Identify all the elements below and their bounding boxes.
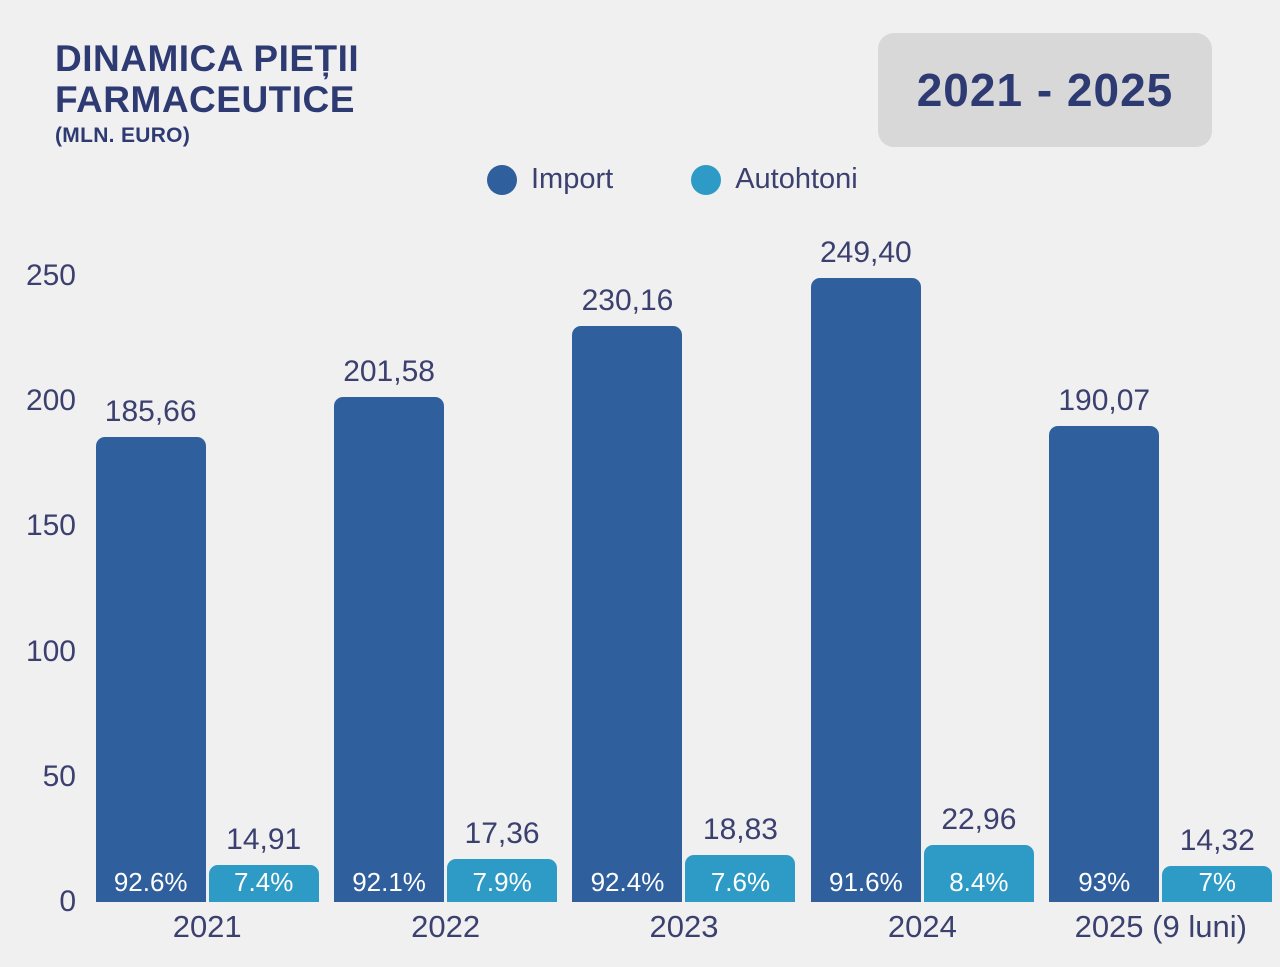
autohtoni-value-label-2022: 17,36 [464,816,540,850]
import-percent-label-2022: 92.1% [352,867,426,897]
x-axis-label-2022: 2022 [411,909,481,944]
legend-item-import: Import [487,163,613,196]
autohtoni-percent-label-2022: 7.9% [472,867,532,897]
import-bar-column: 230,16 92.4% [572,283,683,902]
autohtoni-bar-2025-9-luni: 7% [1162,866,1273,902]
import-bar-2022: 92.1% [334,397,445,902]
legend-item-autohtoni: Autohtoni [691,163,858,196]
import-value-label-2023: 230,16 [581,283,674,317]
page-title: DINAMICA PIEȚII FARMACEUTICE (MLN. EURO) [55,38,359,147]
page-title-line1: DINAMICA PIEȚII [55,38,360,79]
bar-chart: 185,66 92.6% 14,91 7.4% 2021 201,58 92.1% 17,36… [88,230,1280,945]
chart-legend: Import Autohtoni [487,163,858,196]
bar-pair-2024: 249,40 91.6% 22,96 8.4% [810,230,1034,902]
autohtoni-value-label-2024: 22,96 [941,802,1017,836]
autohtoni-value-label-2025-9-luni: 14,32 [1179,824,1255,858]
autohtoni-bar-2021: 7.4% [208,864,319,902]
y-axis-tick-100: 100 [25,634,76,668]
y-axis-tick-0: 0 [59,885,76,918]
legend-label-autohtoni: Autohtoni [735,163,858,195]
x-axis-label-2024: 2024 [887,909,957,944]
bar-group-2021: 185,66 92.6% 14,91 7.4% 2021 [88,230,326,945]
autohtoni-bar-column: 14,91 7.4% [208,822,319,902]
import-legend-dot-icon [487,164,517,195]
y-axis-tick-250: 250 [25,259,76,292]
autohtoni-bar-2023: 7.6% [685,854,796,902]
import-bar-column: 185,66 92.6% [95,395,206,902]
import-percent-label-2025-9-luni: 93% [1078,867,1131,897]
x-axis-label-2021: 2021 [172,909,242,944]
import-value-label-2021: 185,66 [104,395,197,429]
import-bar-2021: 92.6% [95,437,206,902]
import-percent-label-2024: 91.6% [828,867,903,897]
import-bar-2023: 92.4% [572,325,683,902]
y-axis-tick-200: 200 [25,384,76,418]
import-bar-2024: 91.6% [810,277,921,902]
x-axis-label-2023: 2023 [649,909,719,944]
autohtoni-bar-2022: 7.9% [447,858,558,902]
autohtoni-bar-column: 18,83 7.6% [685,812,796,902]
page-subtitle: (MLN. EURO) [55,123,191,147]
x-axis-label-2025-9-luni: 2025 (9 luni) [1074,909,1247,944]
import-percent-label-2021: 92.6% [113,867,188,897]
period-badge: 2021 - 2025 [878,33,1212,147]
import-value-label-2022: 201,58 [343,355,435,389]
import-bar-column: 201,58 92.1% [334,355,445,902]
autohtoni-percent-label-2025-9-luni: 7% [1198,867,1237,897]
autohtoni-bar-column: 17,36 7.9% [447,816,558,902]
y-axis-tick-150: 150 [25,509,76,543]
y-axis: 0 50 100 150 200 250 [0,230,76,917]
bar-pair-2023: 230,16 92.4% 18,83 7.6% [572,230,796,902]
bar-pair-2021: 185,66 92.6% 14,91 7.4% [95,230,319,902]
import-value-label-2024: 249,40 [819,235,912,269]
autohtoni-percent-label-2024: 8.4% [949,867,1009,897]
bar-pair-2025-9-luni: 190,07 93% 14,32 7% [1049,230,1273,902]
autohtoni-bar-2024: 8.4% [923,844,1034,902]
autohtoni-legend-dot-icon [691,164,722,195]
bar-group-2023: 230,16 92.4% 18,83 7.6% 2023 [565,230,803,945]
autohtoni-value-label-2023: 18,83 [702,812,778,846]
import-percent-label-2023: 92.4% [590,867,665,897]
page-title-line2: FARMACEUTICE [55,79,355,121]
bar-group-2025-9-luni: 190,07 93% 14,32 7% 2025 (9 luni) [1042,230,1280,945]
import-bar-2025-9-luni: 93% [1049,426,1160,902]
autohtoni-percent-label-2021: 7.4% [234,867,294,897]
legend-label-import: Import [531,163,614,195]
import-bar-column: 190,07 93% [1049,384,1160,902]
autohtoni-bar-column: 22,96 8.4% [923,802,1034,902]
autohtoni-bar-column: 14,32 7% [1162,824,1273,902]
autohtoni-value-label-2021: 14,91 [226,822,302,856]
import-bar-column: 249,40 91.6% [810,235,921,902]
bar-group-2024: 249,40 91.6% 22,96 8.4% 2024 [803,230,1041,945]
bar-pair-2022: 201,58 92.1% 17,36 7.9% [334,230,558,902]
import-value-label-2025-9-luni: 190,07 [1058,384,1151,418]
bar-group-2022: 201,58 92.1% 17,36 7.9% 2022 [326,230,564,945]
autohtoni-percent-label-2023: 7.6% [710,867,771,897]
y-axis-tick-50: 50 [42,759,76,793]
